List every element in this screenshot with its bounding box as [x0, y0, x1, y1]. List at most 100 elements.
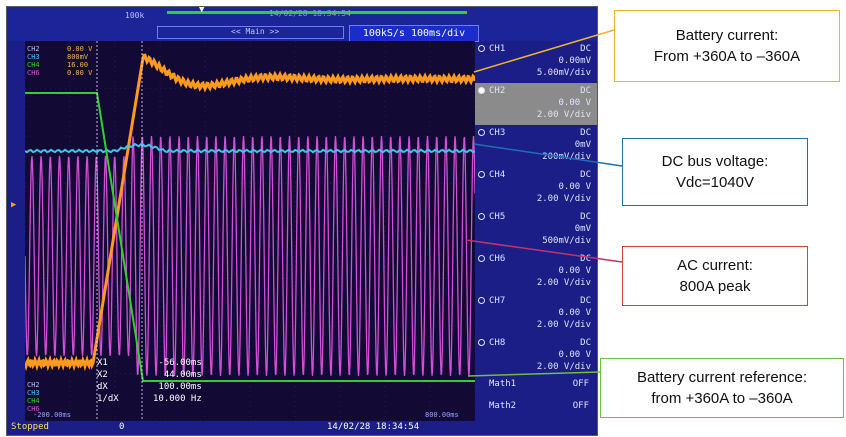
channel-coupling: DC [580, 338, 591, 348]
dc-bus-trace [25, 142, 475, 154]
timebase: 100ms/div [411, 28, 466, 39]
channel-offset: 0.00 V [558, 350, 591, 360]
callout-battery-current: Battery current: From +360A to –360A [614, 10, 840, 82]
channel-coupling: DC [580, 212, 591, 222]
channel-scale: 2.00 V/div [536, 110, 591, 120]
channel-ch8[interactable]: CH8 DC 0.00 V 2.00 V/div [475, 335, 597, 377]
right-time: 800.00ms [425, 411, 459, 419]
channel-coupling: DC [580, 128, 591, 138]
waveform-grid[interactable]: CH2 CH3 CH4 CH6 0.00 V 800mV 16.00 0.00 … [25, 41, 475, 421]
channel-ch5[interactable]: CH5 DC 0mV 500mV/div [475, 209, 597, 251]
channel-select-icon[interactable] [478, 255, 485, 262]
math-state: OFF [572, 379, 589, 389]
channel-name: CH8 [489, 338, 506, 348]
channel-offset: 0.00 V [558, 98, 591, 108]
oscilloscope-screen: 100k ▼ 14/02/28 18:34:54 << Main >> 100k… [6, 5, 598, 436]
scope-top-bar: 100k ▼ 14/02/28 18:34:54 << Main >> 100k… [7, 5, 597, 42]
callout-dc-bus: DC bus voltage: Vdc=1040V [622, 138, 808, 206]
battery-current-trace [25, 53, 475, 372]
channel-name: CH3 [489, 128, 506, 138]
pointer-battery-current [473, 29, 615, 73]
channel-offset: 0mV [574, 224, 591, 234]
channel-panel: CH1 DC 0.00mV 5.00mV/div CH2 DC 0.00 V 2.00 V/d… [475, 41, 597, 421]
math-1[interactable]: Math1 OFF [489, 379, 593, 393]
section-label: << Main >> [231, 27, 280, 36]
channel-offset: 0.00mV [558, 56, 591, 66]
channel-select-icon[interactable] [478, 171, 485, 178]
channel-coupling: DC [580, 44, 591, 54]
math-state: OFF [572, 401, 589, 411]
channel-select-icon[interactable] [478, 45, 485, 52]
channel-name: CH6 [489, 254, 506, 264]
channel-select-icon[interactable] [478, 339, 485, 346]
faint-timestamp: 14/02/28 18:34:54 [269, 9, 351, 18]
run-status: Stopped [11, 422, 49, 432]
channel-ch4[interactable]: CH4 DC 0.00 V 2.00 V/div [475, 167, 597, 209]
math-2[interactable]: Math2 OFF [489, 401, 593, 415]
channel-name: CH1 [489, 44, 506, 54]
record-length: 100k [125, 11, 145, 20]
channel-scale: 2.00 V/div [536, 362, 591, 372]
inv-dx-label: 1/dX [97, 394, 119, 404]
channel-name: CH7 [489, 296, 506, 306]
cursor-values: -56.00ms 44.00ms 100.00ms 10.000 Hz [153, 357, 202, 405]
pointer-ac-current [465, 239, 623, 263]
channel-coupling: DC [580, 296, 591, 306]
channel-coupling: DC [580, 86, 591, 96]
channel-scale: 2.00 V/div [536, 194, 591, 204]
reference-trace [25, 92, 475, 382]
main-window-frame [157, 26, 344, 39]
dx-label: dX [97, 382, 108, 392]
channel-select-icon[interactable] [478, 87, 485, 94]
mini-legend-lower: CH2 CH3 CH4 CH6 [27, 381, 40, 413]
left-time: -200.00ms [33, 411, 71, 419]
sample-rate: 100kS/s [362, 28, 405, 39]
dx-value: 100.00ms [158, 382, 202, 392]
acq-count: 0 [119, 422, 125, 432]
math-name: Math1 [489, 379, 517, 389]
channel-offset: 0mV [574, 140, 591, 150]
channel-name: CH2 [489, 86, 506, 96]
channel-ch3[interactable]: CH3 DC 0mV 200mV/div [475, 125, 597, 167]
cursor-readout: X1 X2 dX 1/dX [97, 357, 119, 405]
x2-value: 44.00ms [163, 370, 202, 380]
channel-coupling: DC [580, 170, 591, 180]
math-name: Math2 [489, 401, 517, 411]
channel-name: CH5 [489, 212, 506, 222]
channel-coupling: DC [580, 254, 591, 264]
scope-status-bar: Stopped 0 14/02/28 18:34:54 [7, 421, 597, 435]
channel-scale: 200mV/div [542, 152, 591, 162]
channel-select-icon[interactable] [478, 297, 485, 304]
mini-legend-upper-values: 0.00 V 800mV 16.00 0.00 V [67, 45, 93, 77]
channel-ch6[interactable]: CH6 DC 0.00 V 2.00 V/div [475, 251, 597, 293]
channel-scale: 2.00 V/div [536, 320, 591, 330]
channel-scale: 5.00mV/div [536, 68, 591, 78]
channel-scale: 500mV/div [542, 236, 591, 246]
ac-current-trace [25, 135, 475, 377]
x1-value: -56.00ms [158, 358, 202, 368]
x1-label: X1 [97, 358, 108, 368]
callout-reference: Battery current reference: from +360A to… [600, 358, 844, 418]
channel-select-icon[interactable] [478, 213, 485, 220]
pointer-dc-bus [473, 143, 623, 167]
x2-label: X2 [97, 370, 108, 380]
date-time: 14/02/28 18:34:54 [327, 422, 420, 432]
pointer-reference [467, 371, 601, 377]
channel-ch1[interactable]: CH1 DC 0.00mV 5.00mV/div [475, 41, 597, 83]
channel-offset: 0.00 V [558, 266, 591, 276]
channel-ch2[interactable]: CH2 DC 0.00 V 2.00 V/div [475, 83, 597, 125]
trigger-position-icon: ▼ [199, 5, 205, 15]
callout-ac-current: AC current: 800A peak [622, 246, 808, 306]
waveform-plot [25, 41, 475, 421]
inv-dx-value: 10.000 Hz [153, 394, 202, 404]
ground-marker-icon: ▶ [11, 200, 17, 210]
channel-name: CH4 [489, 170, 506, 180]
channel-offset: 0.00 V [558, 182, 591, 192]
channel-scale: 2.00 V/div [536, 278, 591, 288]
mini-legend-upper: CH2 CH3 CH4 CH6 [27, 45, 40, 77]
channel-ch7[interactable]: CH7 DC 0.00 V 2.00 V/div [475, 293, 597, 335]
zoom-position-bar[interactable] [167, 11, 467, 14]
channel-offset: 0.00 V [558, 308, 591, 318]
channel-select-icon[interactable] [478, 129, 485, 136]
